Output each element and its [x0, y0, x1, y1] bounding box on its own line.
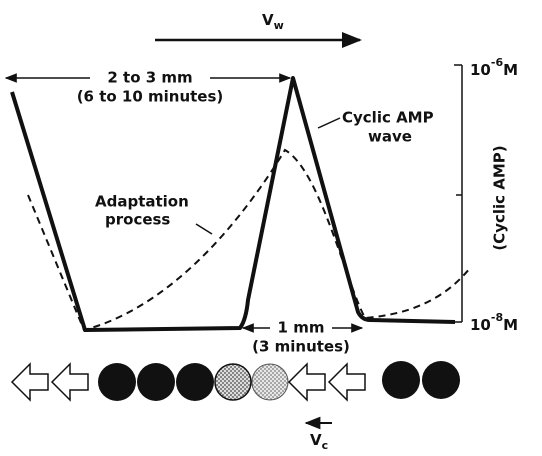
stationary-cell	[422, 361, 460, 399]
label-part: w	[274, 19, 284, 32]
label-part: c	[322, 439, 329, 452]
camp-leader	[317, 117, 341, 129]
relaying-cell	[214, 363, 252, 401]
adaptation-curve	[27, 148, 471, 332]
label-part: -8	[491, 311, 503, 324]
stationary-cell	[137, 363, 175, 401]
stationary-cell	[176, 363, 214, 401]
moving-cell	[327, 362, 366, 402]
camp-wave-label: Cyclic AMP	[342, 109, 434, 127]
peak-width-distance: 1 mm	[278, 319, 325, 337]
label-part: 10	[470, 316, 491, 334]
label-part: V	[262, 11, 274, 29]
cell-velocity-label: Vc	[310, 431, 328, 453]
label-part: M	[503, 61, 518, 79]
label-part: 10	[470, 61, 491, 79]
relaying-cell	[251, 363, 289, 401]
adaptation-label: process	[105, 211, 170, 229]
wavelength-time: (6 to 10 minutes)	[77, 88, 224, 106]
axis-title: (Cyclic AMP)	[491, 145, 509, 250]
label-part: -6	[491, 56, 504, 69]
wavelength-distance: 2 to 3 mm	[107, 69, 192, 87]
wave-velocity-label: Vw	[262, 11, 284, 33]
label-part: M	[503, 316, 518, 334]
camp-wave-label: wave	[368, 128, 412, 146]
adaptation-leader	[195, 223, 213, 235]
stationary-cell	[98, 363, 136, 401]
axis-top-label: 10-6M	[470, 56, 518, 79]
camp-wave-curve	[10, 76, 456, 332]
moving-cell	[50, 362, 89, 402]
adaptation-label: Adaptation	[95, 193, 189, 211]
stationary-cell	[382, 361, 420, 399]
moving-cell	[287, 362, 326, 402]
moving-cells	[10, 362, 366, 402]
peak-width-time: (3 minutes)	[252, 338, 350, 356]
moving-cell	[10, 362, 49, 402]
axis-bottom-label: 10-8M	[470, 311, 518, 334]
label-part: V	[310, 431, 322, 449]
